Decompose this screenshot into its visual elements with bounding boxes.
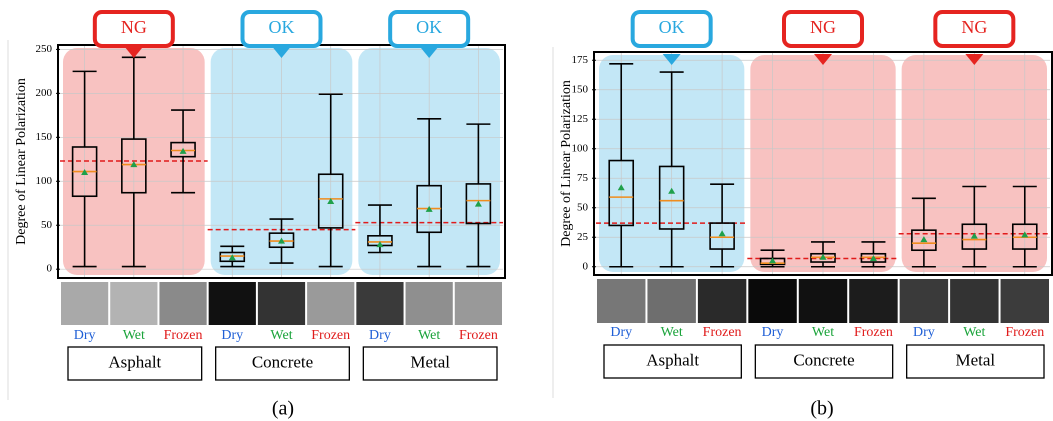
sample-thumbnail (597, 279, 645, 323)
y-tick-label: 50 (577, 201, 589, 213)
sample-thumbnail (209, 282, 256, 325)
condition-label: Dry (762, 325, 784, 340)
sample-thumbnail (1001, 279, 1049, 323)
y-tick-label: 200 (36, 87, 53, 99)
sample-thumbnail (110, 282, 157, 325)
condition-label: Wet (812, 325, 834, 340)
verdict-text: OK (416, 17, 442, 37)
sample-thumbnail (406, 282, 453, 325)
condition-label: Frozen (459, 328, 498, 343)
condition-label: Frozen (164, 328, 203, 343)
y-tick-label: 75 (577, 172, 589, 184)
sample-thumbnail (900, 279, 948, 323)
condition-label: Wet (963, 325, 985, 340)
sample-thumbnail (159, 282, 206, 325)
condition-label: Dry (369, 328, 391, 343)
group-label: Concrete (793, 350, 854, 369)
panel-label: (a) (272, 398, 294, 420)
condition-label: Dry (610, 325, 632, 340)
group-label: Metal (410, 352, 450, 371)
y-tick-label: 25 (577, 231, 589, 243)
y-tick-label: 100 (36, 175, 53, 187)
y-axis-label: Degree of Linear Polarization (559, 80, 574, 247)
sample-thumbnail (356, 282, 403, 325)
sample-thumbnail (455, 282, 502, 325)
figure: 050100150200250Degree of Linear Polariza… (0, 0, 1053, 421)
box-chart: 0 50 100 150 200 250 Degree of Linear Polariza… (8, 12, 505, 420)
y-tick-label: 50 (41, 219, 53, 231)
condition-label: Frozen (1005, 325, 1044, 340)
y-tick-label: 175 (572, 54, 589, 66)
condition-label: Dry (74, 328, 96, 343)
condition-label: Wet (123, 328, 145, 343)
sample-thumbnail (799, 279, 847, 323)
verdict-text: NG (810, 17, 836, 37)
condition-label: Frozen (854, 325, 893, 340)
verdict-text: OK (269, 17, 295, 37)
verdict-text: OK (659, 17, 685, 37)
sample-thumbnail (258, 282, 305, 325)
panel-label: (b) (810, 398, 833, 420)
sample-thumbnail (307, 282, 354, 325)
y-tick-label: 250 (36, 43, 53, 55)
sample-thumbnail (950, 279, 998, 323)
condition-label: Dry (913, 325, 935, 340)
verdict-text: NG (961, 17, 987, 37)
sample-thumbnail (647, 279, 695, 323)
condition-label: Dry (221, 328, 243, 343)
condition-label: Frozen (311, 328, 350, 343)
group-label: Asphalt (646, 350, 699, 369)
verdict-text: NG (121, 17, 147, 37)
y-tick-label: 0 (47, 263, 53, 275)
condition-label: Wet (270, 328, 292, 343)
y-tick-label: 150 (36, 131, 53, 143)
condition-label: Wet (661, 325, 683, 340)
group-label: Concrete (252, 352, 313, 371)
condition-label: Frozen (703, 325, 742, 340)
y-tick-label: 0 (583, 260, 589, 272)
group-label: Asphalt (108, 352, 161, 371)
sample-thumbnail (748, 279, 796, 323)
group-label: Metal (956, 350, 996, 369)
sample-thumbnail (698, 279, 746, 323)
y-axis-label: Degree of Linear Polarization (14, 78, 29, 245)
sample-thumbnail (61, 282, 108, 325)
sample-thumbnail (849, 279, 897, 323)
condition-label: Wet (418, 328, 440, 343)
